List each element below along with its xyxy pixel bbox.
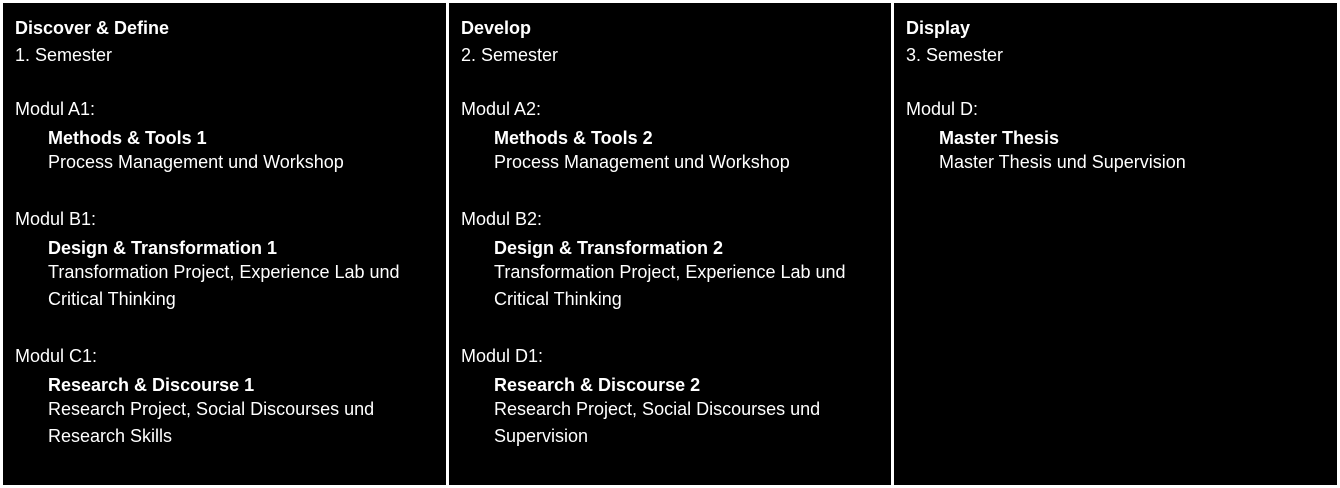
module-item: Modul A2: Methods & Tools 2 Process Mana… xyxy=(461,98,891,176)
column-title: Discover & Define xyxy=(15,18,170,38)
module-name: Design & Transformation 1 xyxy=(48,238,278,258)
module-label: Modul A2: xyxy=(461,99,542,119)
module-label: Modul A1: xyxy=(15,99,96,119)
module-body: Methods & Tools 2 Process Management und… xyxy=(494,127,891,176)
module-description: Research Project, Social Discourses und … xyxy=(48,399,375,446)
module-body: Design & Transformation 2 Transformation… xyxy=(494,237,891,313)
module-item: Modul D1: Research & Discourse 2 Researc… xyxy=(461,345,891,450)
module-description: Research Project, Social Discourses und … xyxy=(494,399,821,446)
column-title: Display xyxy=(906,18,971,38)
module-description: Transformation Project, Experience Lab u… xyxy=(48,262,400,309)
semester-column-1: Discover & Define 1. Semester Modul A1: … xyxy=(3,3,446,485)
module-item: Modul A1: Methods & Tools 1 Process Mana… xyxy=(15,98,446,176)
module-description: Process Management und Workshop xyxy=(48,152,344,172)
module-label: Modul B1: xyxy=(15,209,97,229)
module-body: Research & Discourse 2 Research Project,… xyxy=(494,374,891,450)
semester-label: 3. Semester xyxy=(906,45,1004,65)
column-title: Develop xyxy=(461,18,532,38)
module-description: Transformation Project, Experience Lab u… xyxy=(494,262,846,309)
module-item: Modul D: Master Thesis Master Thesis und… xyxy=(906,98,1337,176)
module-item: Modul B2: Design & Transformation 2 Tran… xyxy=(461,208,891,313)
module-item: Modul C1: Research & Discourse 1 Researc… xyxy=(15,345,446,450)
module-item: Modul B1: Design & Transformation 1 Tran… xyxy=(15,208,446,313)
module-label: Modul C1: xyxy=(15,346,98,366)
module-body: Research & Discourse 1 Research Project,… xyxy=(48,374,446,450)
module-name: Research & Discourse 1 xyxy=(48,375,255,395)
module-name: Master Thesis xyxy=(939,128,1060,148)
semester-column-3: Display 3. Semester Modul D: Master Thes… xyxy=(894,3,1337,485)
module-list: Modul D: Master Thesis Master Thesis und… xyxy=(906,98,1337,176)
module-name: Methods & Tools 1 xyxy=(48,128,207,148)
module-name: Design & Transformation 2 xyxy=(494,238,724,258)
module-name: Methods & Tools 2 xyxy=(494,128,653,148)
module-body: Master Thesis Master Thesis und Supervis… xyxy=(939,127,1337,176)
module-list: Modul A1: Methods & Tools 1 Process Mana… xyxy=(15,98,446,450)
module-list: Modul A2: Methods & Tools 2 Process Mana… xyxy=(461,98,891,450)
module-description: Master Thesis und Supervision xyxy=(939,152,1186,172)
semester-column-2: Develop 2. Semester Modul A2: Methods & … xyxy=(449,3,891,485)
module-body: Methods & Tools 1 Process Management und… xyxy=(48,127,446,176)
module-name: Research & Discourse 2 xyxy=(494,375,701,395)
module-label: Modul B2: xyxy=(461,209,543,229)
module-label: Modul D1: xyxy=(461,346,544,366)
module-body: Design & Transformation 1 Transformation… xyxy=(48,237,446,313)
semester-label: 2. Semester xyxy=(461,45,559,65)
module-label: Modul D: xyxy=(906,99,979,119)
module-description: Process Management und Workshop xyxy=(494,152,790,172)
semester-label: 1. Semester xyxy=(15,45,113,65)
